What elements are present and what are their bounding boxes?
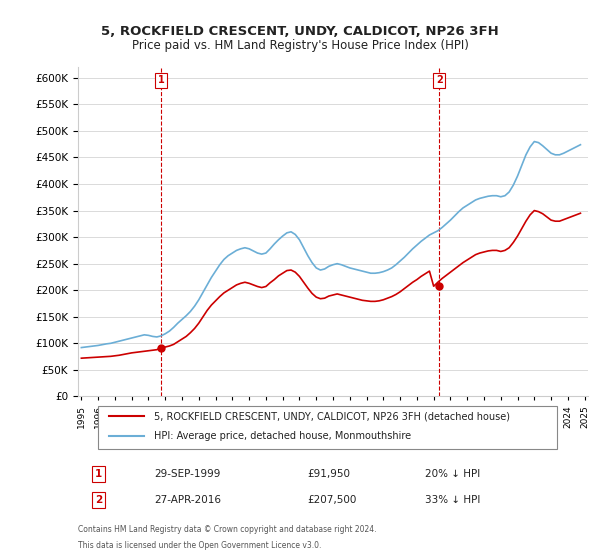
Text: Price paid vs. HM Land Registry's House Price Index (HPI): Price paid vs. HM Land Registry's House … [131,39,469,52]
Text: 5, ROCKFIELD CRESCENT, UNDY, CALDICOT, NP26 3FH (detached house): 5, ROCKFIELD CRESCENT, UNDY, CALDICOT, N… [155,411,511,421]
Text: 1: 1 [158,76,164,86]
Text: HPI: Average price, detached house, Monmouthshire: HPI: Average price, detached house, Monm… [155,431,412,441]
Text: 33% ↓ HPI: 33% ↓ HPI [425,495,480,505]
Text: Contains HM Land Registry data © Crown copyright and database right 2024.: Contains HM Land Registry data © Crown c… [78,525,377,534]
Text: 5, ROCKFIELD CRESCENT, UNDY, CALDICOT, NP26 3FH: 5, ROCKFIELD CRESCENT, UNDY, CALDICOT, N… [101,25,499,38]
Text: 29-SEP-1999: 29-SEP-1999 [155,469,221,479]
Text: £207,500: £207,500 [308,495,357,505]
FancyBboxPatch shape [98,405,557,449]
Text: 2: 2 [95,495,102,505]
Text: £91,950: £91,950 [308,469,350,479]
Text: 1: 1 [95,469,102,479]
Text: 20% ↓ HPI: 20% ↓ HPI [425,469,480,479]
Text: 2: 2 [436,76,443,86]
Text: 27-APR-2016: 27-APR-2016 [155,495,221,505]
Text: This data is licensed under the Open Government Licence v3.0.: This data is licensed under the Open Gov… [78,541,322,550]
